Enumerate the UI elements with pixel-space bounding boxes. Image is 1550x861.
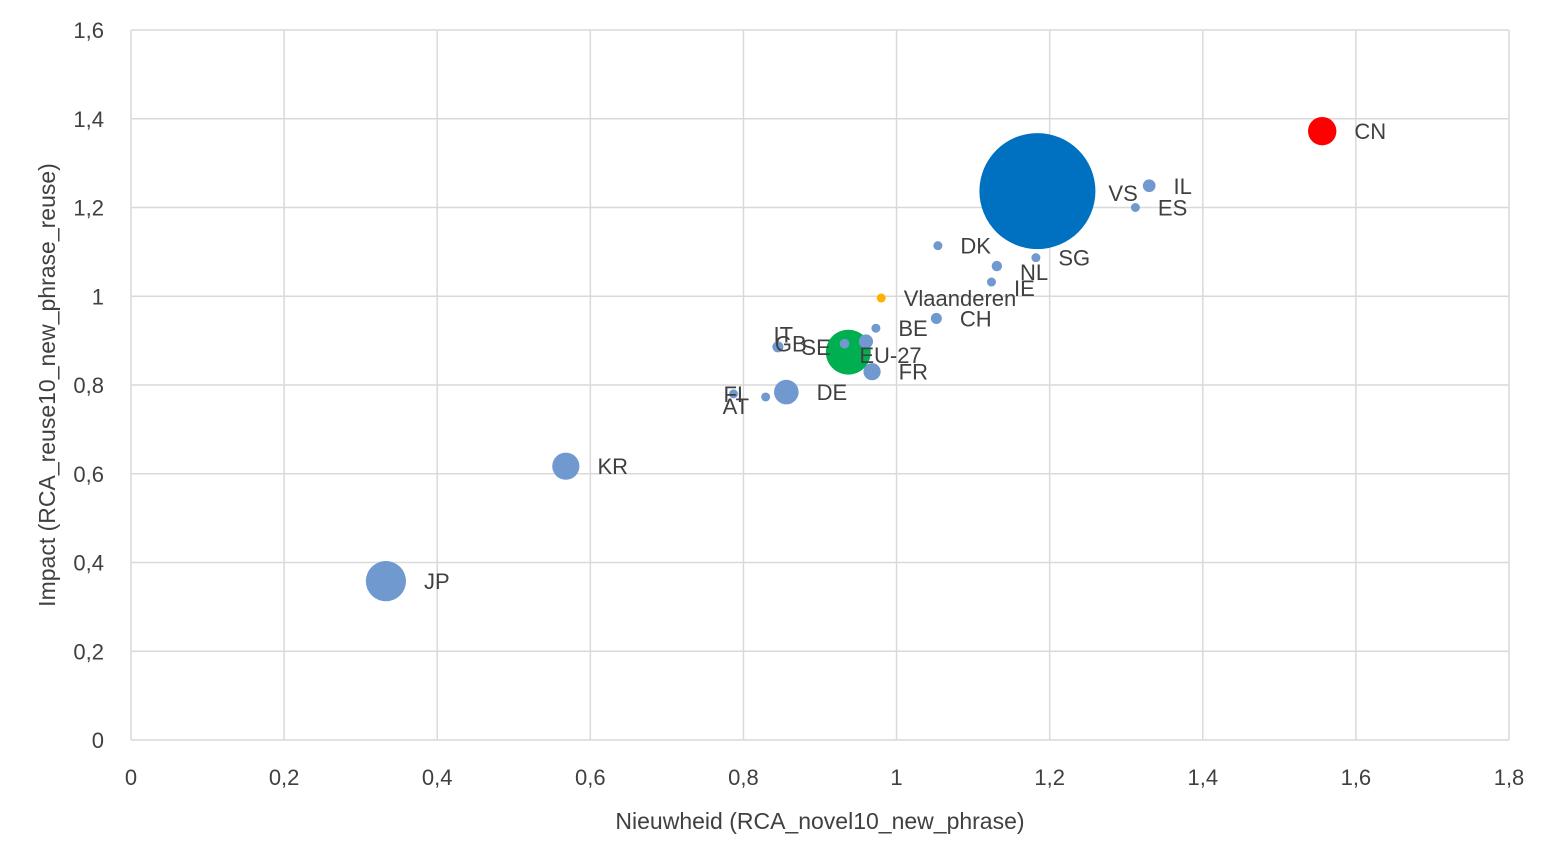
y-tick-label: 1,4 bbox=[73, 107, 104, 132]
data-label-be: BE bbox=[898, 316, 927, 341]
data-label-fr: FR bbox=[899, 360, 928, 385]
data-label-es: ES bbox=[1158, 196, 1187, 221]
data-label-nl: NL bbox=[1020, 260, 1048, 285]
data-labels: VS EU-27 CN JP KR DE FR GB IL CH NL SE IT BE DK SG ES IE F… bbox=[424, 119, 1386, 594]
bubble-gb bbox=[858, 334, 874, 349]
bubble-nl bbox=[991, 260, 1003, 272]
bubble-it bbox=[839, 338, 850, 349]
y-tick-label: 0,2 bbox=[73, 639, 104, 664]
data-label-gb: GB bbox=[775, 332, 807, 357]
bubble-il bbox=[1142, 179, 1156, 193]
bubble-fi bbox=[728, 389, 738, 399]
data-label-cn: CN bbox=[1354, 119, 1386, 144]
x-tick-label: 0,4 bbox=[422, 765, 453, 790]
data-label-de: DE bbox=[817, 380, 848, 405]
data-label-ie: IE bbox=[1014, 276, 1035, 301]
data-label-ch: CH bbox=[960, 306, 992, 331]
bubble-ch bbox=[930, 312, 942, 324]
data-label-vs: VS bbox=[1108, 181, 1137, 206]
x-tick-label: 0,6 bbox=[575, 765, 606, 790]
x-tick-label: 0,8 bbox=[728, 765, 759, 790]
data-label-it: IT bbox=[773, 323, 793, 348]
bubble-kr bbox=[552, 452, 580, 480]
x-tick-label: 1,6 bbox=[1341, 765, 1372, 790]
data-label-il: IL bbox=[1174, 174, 1192, 199]
bubble-be bbox=[871, 323, 881, 333]
data-label-jp: JP bbox=[424, 569, 450, 594]
data-label-eu-27: EU-27 bbox=[859, 343, 921, 368]
data-label-sg: SG bbox=[1058, 246, 1090, 271]
y-tick-label: 1 bbox=[92, 284, 104, 309]
y-tick-label: 0,4 bbox=[73, 551, 104, 576]
y-tick-label: 1,2 bbox=[73, 196, 104, 221]
bubble-de bbox=[774, 379, 799, 405]
y-tick-label: 1,6 bbox=[73, 18, 104, 43]
y-axis-title: Impact (RCA_reuse10_new_phrase_reuse) bbox=[34, 163, 60, 607]
grid-lines bbox=[130, 29, 1510, 741]
bubble-vlaanderen bbox=[876, 293, 886, 303]
bubble-at bbox=[761, 392, 771, 402]
bubble-fr bbox=[863, 363, 881, 381]
x-axis-title: Nieuwheid (RCA_novel10_new_phrase) bbox=[615, 808, 1024, 834]
data-label-kr: KR bbox=[597, 454, 628, 479]
bubble-cn bbox=[1307, 116, 1337, 146]
bubble-jp bbox=[365, 561, 407, 602]
x-tick-label: 0,2 bbox=[269, 765, 300, 790]
data-label-se: SE bbox=[801, 335, 830, 360]
x-tick-label: 0 bbox=[125, 765, 137, 790]
data-label-at: AT bbox=[723, 394, 749, 419]
x-tick-label: 1,2 bbox=[1034, 765, 1065, 790]
bubble-vs bbox=[979, 133, 1096, 250]
data-label-fi: FI bbox=[723, 382, 743, 407]
x-tick-label: 1 bbox=[890, 765, 902, 790]
bubble-sg bbox=[1031, 253, 1041, 263]
bubble-ie bbox=[986, 277, 996, 287]
y-tick-label: 0 bbox=[92, 728, 104, 753]
bubbles bbox=[365, 116, 1337, 602]
x-tick-label: 1,8 bbox=[1494, 765, 1525, 790]
data-label-vlaanderen: Vlaanderen bbox=[904, 286, 1017, 311]
y-tick-label: 0,6 bbox=[73, 462, 104, 487]
x-tick-label: 1,4 bbox=[1187, 765, 1218, 790]
data-label-dk: DK bbox=[960, 234, 991, 259]
y-tick-label: 0,8 bbox=[73, 373, 104, 398]
bubble-se bbox=[772, 341, 784, 353]
bubble-es bbox=[1130, 203, 1140, 212]
tick-labels: 0 0,2 0,4 0,6 0,8 1 1,2 1,4 1,6 1,8 0 0,2 0,4 0,6 0,8 1… bbox=[73, 18, 1524, 790]
bubble-dk bbox=[933, 241, 943, 251]
